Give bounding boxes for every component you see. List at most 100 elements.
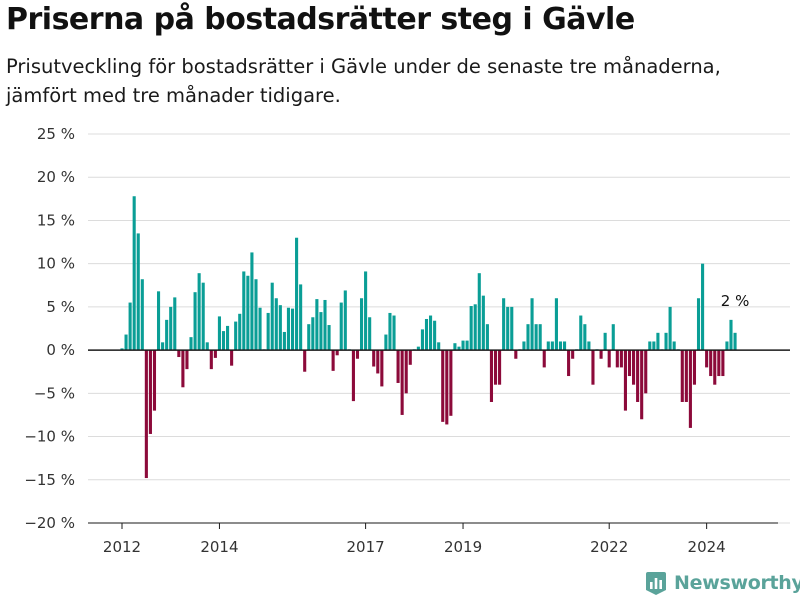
bar xyxy=(652,341,656,351)
bar xyxy=(152,350,157,411)
bar xyxy=(607,350,611,368)
bar xyxy=(238,313,242,351)
bar xyxy=(558,341,563,351)
bar xyxy=(632,350,636,385)
bar xyxy=(404,350,408,394)
bar xyxy=(355,350,360,359)
x-tick-label: 2019 xyxy=(444,538,482,556)
bar xyxy=(530,298,534,351)
chart-subtitle: Prisutveckling för bostadsrätter i Gävle… xyxy=(6,55,721,107)
bar xyxy=(701,263,705,351)
bar xyxy=(120,348,124,351)
y-axis-ticks: 25 % 20 % 15 % 10 % 5 % 0 % −5 % −10 % −15 % −20 … xyxy=(24,125,75,532)
brand-name: Newsworthy xyxy=(674,572,800,594)
bar xyxy=(640,350,644,420)
bar xyxy=(319,312,323,351)
bar xyxy=(388,312,392,351)
bar xyxy=(510,306,514,351)
bar xyxy=(189,337,193,351)
bar xyxy=(469,306,473,351)
y-tick-label: −15 % xyxy=(24,471,75,489)
bar xyxy=(684,350,688,402)
bar xyxy=(429,315,433,351)
bar xyxy=(364,271,368,351)
y-tick-label: −10 % xyxy=(24,428,75,446)
bar xyxy=(400,350,404,415)
bar xyxy=(380,350,384,387)
bar xyxy=(644,350,648,394)
bar xyxy=(615,350,619,368)
newsworthy-logo: Newsworthy xyxy=(645,570,800,596)
bar xyxy=(420,329,424,351)
bar xyxy=(258,307,262,351)
bar xyxy=(562,341,567,351)
bar xyxy=(656,332,660,351)
bar xyxy=(619,350,623,368)
bar xyxy=(713,350,717,385)
bar xyxy=(221,331,226,351)
bar xyxy=(282,331,286,351)
bar xyxy=(303,350,307,372)
data-labels: 2 % xyxy=(721,292,750,310)
bar xyxy=(274,298,278,351)
bar xyxy=(193,292,197,351)
bar xyxy=(226,325,230,351)
bar xyxy=(583,324,587,351)
bar xyxy=(144,350,148,479)
bar xyxy=(489,350,494,402)
bar xyxy=(246,275,250,351)
y-tick-label: 0 % xyxy=(46,341,75,359)
bar xyxy=(599,350,603,359)
bar xyxy=(323,299,327,351)
last-value-label: 2 % xyxy=(721,292,750,310)
bar xyxy=(286,307,291,351)
bar xyxy=(542,350,546,368)
bar xyxy=(270,282,274,351)
bar xyxy=(465,340,469,351)
bar xyxy=(567,350,571,377)
bar xyxy=(692,350,697,385)
bar xyxy=(307,324,311,351)
bar xyxy=(132,196,136,351)
x-tick-label: 2014 xyxy=(200,538,238,556)
bar xyxy=(717,350,721,377)
bar xyxy=(339,302,343,351)
bar xyxy=(165,319,169,351)
bar xyxy=(648,341,652,351)
bar xyxy=(680,350,684,402)
bar xyxy=(185,350,189,370)
bar xyxy=(441,350,445,422)
bar xyxy=(729,319,733,351)
bar xyxy=(372,350,376,367)
bar xyxy=(201,282,205,351)
bar xyxy=(359,298,364,351)
bar xyxy=(242,271,246,351)
bar xyxy=(351,350,355,402)
x-tick-label: 2012 xyxy=(103,538,141,556)
bar xyxy=(481,295,485,351)
x-tick-label: 2024 xyxy=(688,538,726,556)
bar xyxy=(664,332,668,351)
bar xyxy=(197,273,201,351)
bar xyxy=(311,317,315,351)
bar xyxy=(449,350,453,416)
bar xyxy=(571,350,575,359)
bar xyxy=(335,350,339,356)
x-axis: 2012 2014 2017 2019 2022 2024 xyxy=(88,522,778,556)
bar xyxy=(217,316,221,351)
bar xyxy=(161,342,165,351)
bar xyxy=(550,341,554,351)
bar xyxy=(461,340,465,351)
bar xyxy=(290,308,295,351)
bar xyxy=(148,350,152,434)
bar xyxy=(733,332,737,351)
bar xyxy=(709,350,713,377)
bar xyxy=(266,312,270,351)
bar xyxy=(522,341,526,351)
bar xyxy=(591,350,595,385)
bar xyxy=(128,302,132,351)
bar xyxy=(433,320,437,351)
y-tick-label: 5 % xyxy=(46,298,75,316)
bar xyxy=(299,284,303,351)
